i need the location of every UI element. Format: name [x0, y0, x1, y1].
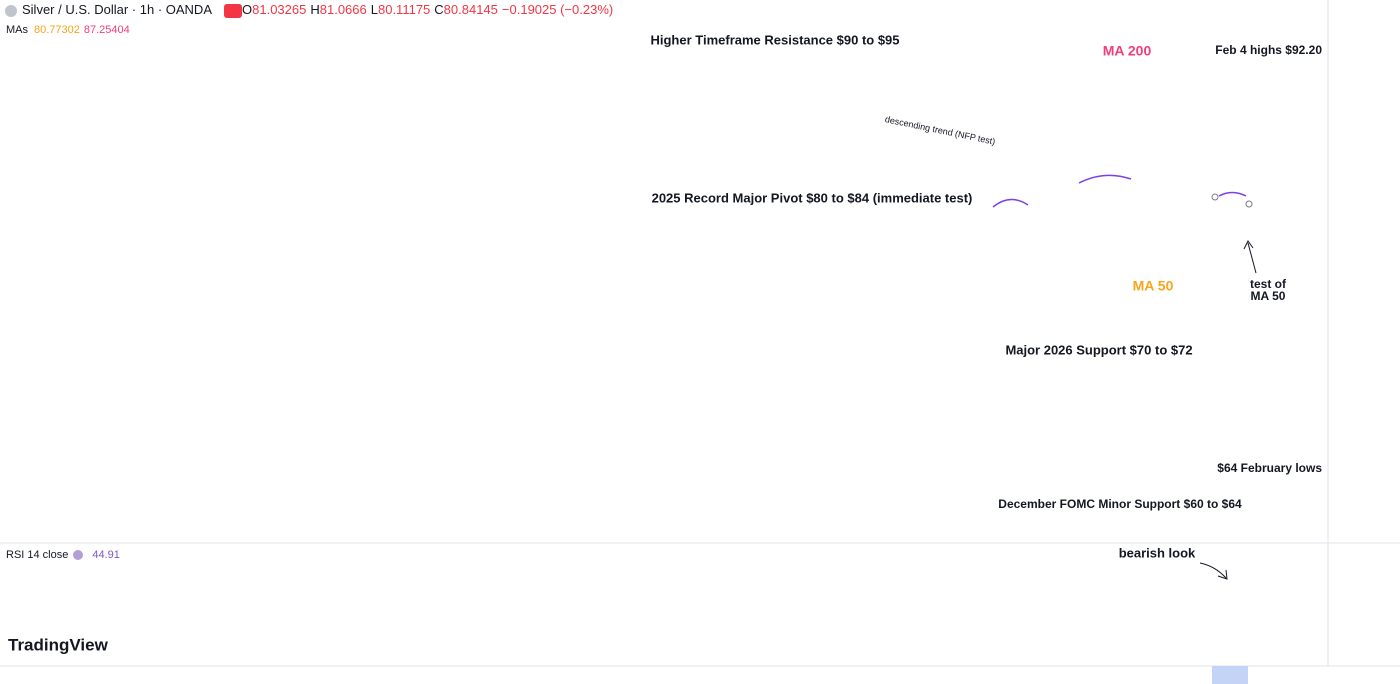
change: −0.19025 (−0.23%) [502, 2, 613, 17]
handle [1211, 193, 1219, 201]
mas: MAs 80.77302 87.25404 [6, 24, 130, 36]
annotation: MA 50 [1251, 289, 1286, 303]
ohlc-key: O [242, 2, 252, 17]
annotation: 2025 Record Major Pivot $80 to $84 (imme… [652, 190, 973, 205]
ohlc-value: 81.0666 [320, 2, 367, 17]
ohlc-key: H [310, 2, 319, 17]
symbol-icon [5, 5, 17, 17]
brand: TradingView [8, 635, 109, 654]
ohlc-key: C [434, 2, 443, 17]
ohlc-value: 80.84145 [444, 2, 498, 17]
annotation: test of [1250, 277, 1287, 291]
arc [1078, 174, 1132, 184]
annotation: Feb 4 highs $92.20 [1215, 43, 1322, 57]
header: Silver / U.S. Dollar · 1h · OANDA O81.032… [0, 0, 613, 654]
header-bg [0, 0, 600, 40]
time-highlight [1212, 666, 1248, 684]
ma-value: 87.25404 [84, 24, 130, 36]
rsi-header: RSI 14 close 44.91 [6, 549, 120, 561]
arrow-head [1217, 569, 1228, 580]
ma50-label: MA 50 [1133, 278, 1174, 294]
arrow [1247, 242, 1257, 274]
annotation: Higher Timeframe Resistance $90 to $95 [650, 32, 899, 47]
mas-label: MAs [6, 24, 29, 36]
annotation: $64 February lows [1217, 461, 1322, 475]
rsi-icon [73, 550, 83, 560]
rsi-value: 44.91 [92, 549, 120, 561]
annotation: bearish look [1119, 545, 1196, 560]
ohlc-value: 81.03265 [252, 2, 306, 17]
arc [992, 198, 1029, 208]
annotation: December FOMC Minor Support $60 to $64 [998, 497, 1242, 511]
handle [1245, 200, 1253, 208]
annotation: Major 2026 Support $70 to $72 [1005, 342, 1192, 357]
ma-value: 80.77302 [34, 24, 80, 36]
flag [224, 4, 242, 18]
symbol: Silver / U.S. Dollar · 1h · OANDA [22, 2, 212, 17]
ma200-label: MA 200 [1103, 43, 1152, 59]
arc [1218, 191, 1247, 197]
rsi-label: RSI 14 close [6, 549, 68, 561]
arrow [1199, 562, 1227, 579]
ohlc-key: L [371, 2, 378, 17]
arrow-head [1243, 240, 1254, 250]
header-text: Silver / U.S. Dollar · 1h · OANDA O81.032… [22, 2, 613, 17]
ohlc-value: 80.11175 [378, 2, 430, 17]
